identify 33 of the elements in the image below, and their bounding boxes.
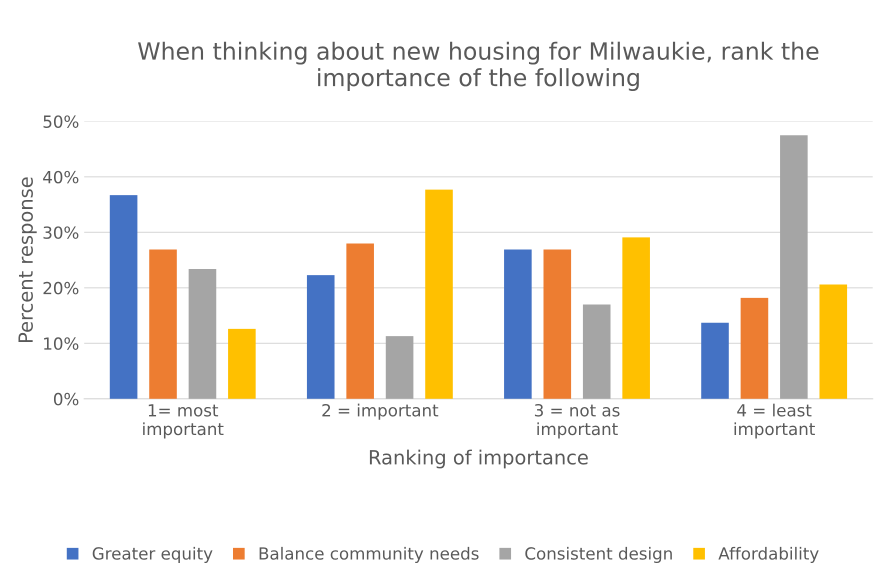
chart-title: When thinking about new housing for Milwaukie, rank the importance of the following bbox=[138, 42, 818, 91]
legend-label: Balance community needs bbox=[260, 546, 479, 563]
x-tick-label: 2 = important bbox=[322, 404, 438, 420]
x-axis-title: Ranking of importance bbox=[370, 450, 588, 468]
bar bbox=[701, 322, 729, 399]
y-tick-label: 20% bbox=[43, 282, 78, 294]
bar bbox=[228, 328, 256, 399]
bar bbox=[780, 135, 808, 399]
y-tick-label: 10% bbox=[44, 337, 78, 350]
bar bbox=[110, 195, 138, 399]
bar bbox=[149, 250, 177, 399]
bar bbox=[386, 336, 414, 399]
bar bbox=[504, 250, 532, 399]
bar bbox=[425, 190, 453, 399]
bar bbox=[740, 298, 768, 399]
x-tick-label: 3 = not as important bbox=[534, 404, 620, 438]
x-tick-label: 4 = least important bbox=[734, 404, 815, 438]
bar bbox=[306, 275, 335, 399]
bar bbox=[582, 304, 611, 399]
y-tick-label: 0% bbox=[54, 392, 78, 406]
legend-label: Affordability bbox=[718, 546, 819, 563]
y-tick-label: 40% bbox=[43, 170, 78, 184]
y-axis-title: Percent response bbox=[18, 177, 37, 342]
x-tick-label: 1= most important bbox=[143, 404, 224, 438]
y-tick-label: 30% bbox=[44, 226, 78, 239]
bar bbox=[188, 268, 216, 399]
y-tick-label: 50% bbox=[44, 115, 78, 128]
legend-label: Greater equity bbox=[92, 546, 213, 563]
legend-label: Consistent design bbox=[525, 546, 672, 563]
bar bbox=[622, 237, 650, 399]
bar bbox=[543, 250, 572, 399]
bar bbox=[346, 243, 374, 399]
bar bbox=[819, 284, 848, 399]
